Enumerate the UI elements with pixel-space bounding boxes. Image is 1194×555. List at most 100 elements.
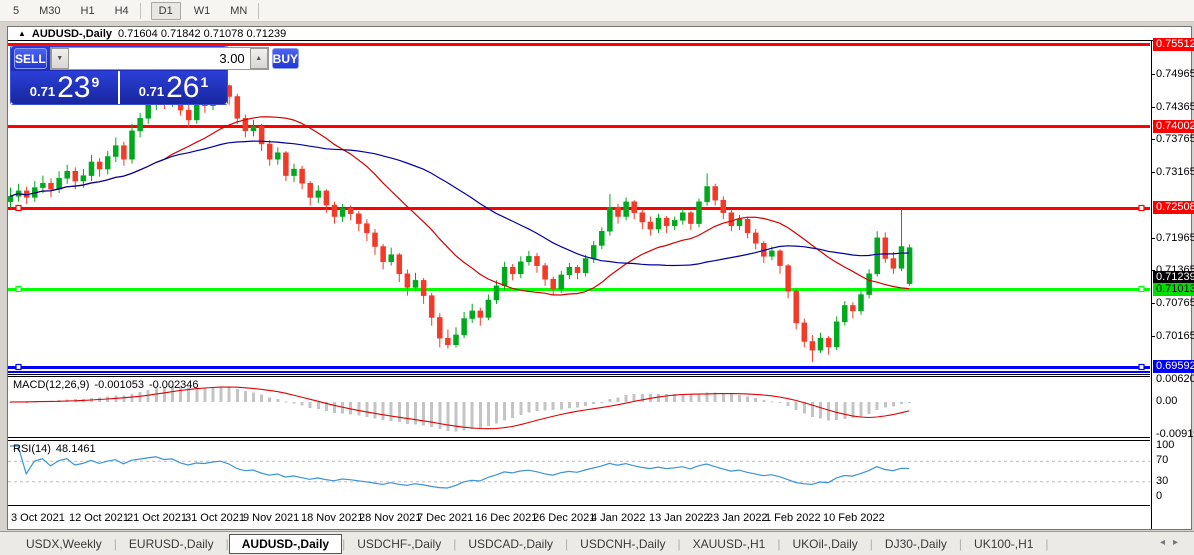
line-anchor-handle[interactable] (1138, 204, 1145, 212)
price-axis[interactable]: 0.749650.743650.737650.731650.719650.713… (1151, 37, 1194, 529)
timeframe-button-m30[interactable]: M30 (39, 4, 61, 17)
candle-body[interactable] (866, 273, 872, 295)
candle-body[interactable] (80, 175, 87, 182)
collapse-arrow-icon[interactable]: ▲ (18, 29, 26, 38)
candle-body[interactable] (631, 201, 637, 213)
candle-body[interactable] (185, 109, 192, 121)
candle-body[interactable] (339, 208, 346, 217)
candle-body[interactable] (882, 237, 889, 259)
date-axis[interactable]: 3 Oct 2021 12 Oct 2021 21 Oct 2021 31 Oct 2… (8, 507, 1150, 529)
candle-body[interactable] (558, 274, 565, 290)
candle-body[interactable] (906, 247, 913, 284)
candle-body[interactable] (809, 341, 816, 351)
candle-body[interactable] (874, 237, 880, 275)
candle-body[interactable] (96, 161, 103, 170)
candle-body[interactable] (40, 182, 46, 188)
candle-body[interactable] (793, 291, 799, 324)
candle-body[interactable] (72, 170, 79, 182)
candle-body[interactable] (744, 218, 751, 234)
candle-body[interactable] (275, 152, 281, 160)
candle-body[interactable] (194, 103, 200, 121)
horizontal-line-0.74002[interactable] (8, 125, 1150, 128)
candle-body[interactable] (372, 232, 378, 247)
candle-body[interactable] (671, 220, 678, 227)
candle-body[interactable] (720, 199, 727, 213)
candle-body[interactable] (647, 221, 654, 230)
candle-body[interactable] (48, 182, 54, 190)
candle-body[interactable] (817, 337, 824, 351)
horizontal-line-0.75512[interactable] (8, 43, 1150, 46)
chart-tab-usdchf[interactable]: USDCHF-,Daily (357, 536, 442, 551)
line-anchor-handle[interactable] (1138, 363, 1145, 371)
candle-body[interactable] (542, 265, 548, 280)
candle-body[interactable] (477, 310, 484, 318)
line-anchor-handle[interactable] (1138, 285, 1145, 293)
candle-body[interactable] (566, 267, 573, 276)
candle-body[interactable] (323, 190, 330, 206)
sell-button[interactable]: SELL (14, 48, 47, 69)
candle-body[interactable] (445, 337, 451, 345)
candle-body[interactable] (752, 232, 759, 244)
candle-body[interactable] (380, 246, 386, 263)
candle-body[interactable] (469, 310, 475, 319)
candle-body[interactable] (769, 250, 775, 257)
candle-body[interactable] (526, 256, 532, 263)
candle-body[interactable] (655, 217, 662, 230)
candle-body[interactable] (113, 145, 119, 157)
candle-body[interactable] (680, 212, 686, 221)
chart-tab-audusd[interactable]: AUDUSD-,Daily (228, 533, 343, 554)
candle-body[interactable] (898, 246, 905, 269)
candle-body[interactable] (242, 118, 249, 132)
candle-body[interactable] (258, 126, 265, 145)
candle-body[interactable] (137, 118, 143, 132)
chart-tab-dj30[interactable]: DJ30-,Daily (884, 536, 947, 551)
candle-body[interactable] (574, 267, 581, 273)
candle-body[interactable] (704, 186, 710, 203)
candle-body[interactable] (428, 295, 435, 318)
candle-body[interactable] (639, 212, 646, 223)
candle-body[interactable] (728, 212, 735, 227)
candle-body[interactable] (299, 168, 305, 184)
chart-tab-ukoil[interactable]: UKOil-,Daily (792, 536, 858, 551)
volume-increase-icon[interactable]: ▲ (249, 48, 268, 69)
candle-body[interactable] (858, 294, 864, 312)
horizontal-line-0.71013[interactable] (8, 288, 1150, 291)
candle-body[interactable] (833, 321, 840, 348)
candle-body[interactable] (283, 152, 289, 176)
horizontal-line-0.69592[interactable] (8, 366, 1150, 369)
chart-tab-xauusd[interactable]: XAUUSD-,H1 (692, 536, 766, 551)
candle-body[interactable] (364, 223, 370, 234)
candle-body[interactable] (250, 126, 257, 132)
candle-body[interactable] (104, 156, 111, 170)
chart-tab-usdx[interactable]: USDX,Weekly (26, 536, 102, 551)
horizontal-line-0.72508[interactable] (8, 207, 1150, 210)
candle-body[interactable] (493, 285, 500, 301)
candle-body[interactable] (453, 334, 459, 345)
candle-body[interactable] (388, 254, 394, 263)
timeframe-button-mn[interactable]: MN (230, 4, 248, 17)
candle-body[interactable] (736, 218, 743, 227)
candle-body[interactable] (623, 201, 629, 217)
candle-body[interactable] (801, 322, 808, 342)
candle-body[interactable] (315, 190, 322, 198)
candle-body[interactable] (145, 104, 151, 119)
candle-body[interactable] (615, 206, 621, 217)
candle-body[interactable] (599, 230, 605, 246)
candle-body[interactable] (509, 267, 516, 275)
buy-price-display[interactable]: 0.71 26 1 (120, 71, 227, 104)
candle-body[interactable] (307, 182, 313, 198)
candle-body[interactable] (688, 212, 694, 224)
candle-body[interactable] (56, 178, 62, 190)
candle-body[interactable] (518, 261, 524, 275)
candle-body[interactable] (696, 201, 702, 224)
candle-body[interactable] (88, 161, 95, 176)
candle-body[interactable] (582, 258, 589, 273)
candle-body[interactable] (501, 267, 508, 287)
candle-body[interactable] (842, 305, 848, 323)
candle-body[interactable] (356, 213, 362, 224)
tab-scroll-right-icon[interactable]: ▸ (1172, 537, 1186, 548)
candle-body[interactable] (404, 273, 411, 288)
candle-body[interactable] (121, 145, 127, 160)
candle-body[interactable] (890, 258, 897, 269)
line-anchor-handle[interactable] (15, 204, 22, 212)
